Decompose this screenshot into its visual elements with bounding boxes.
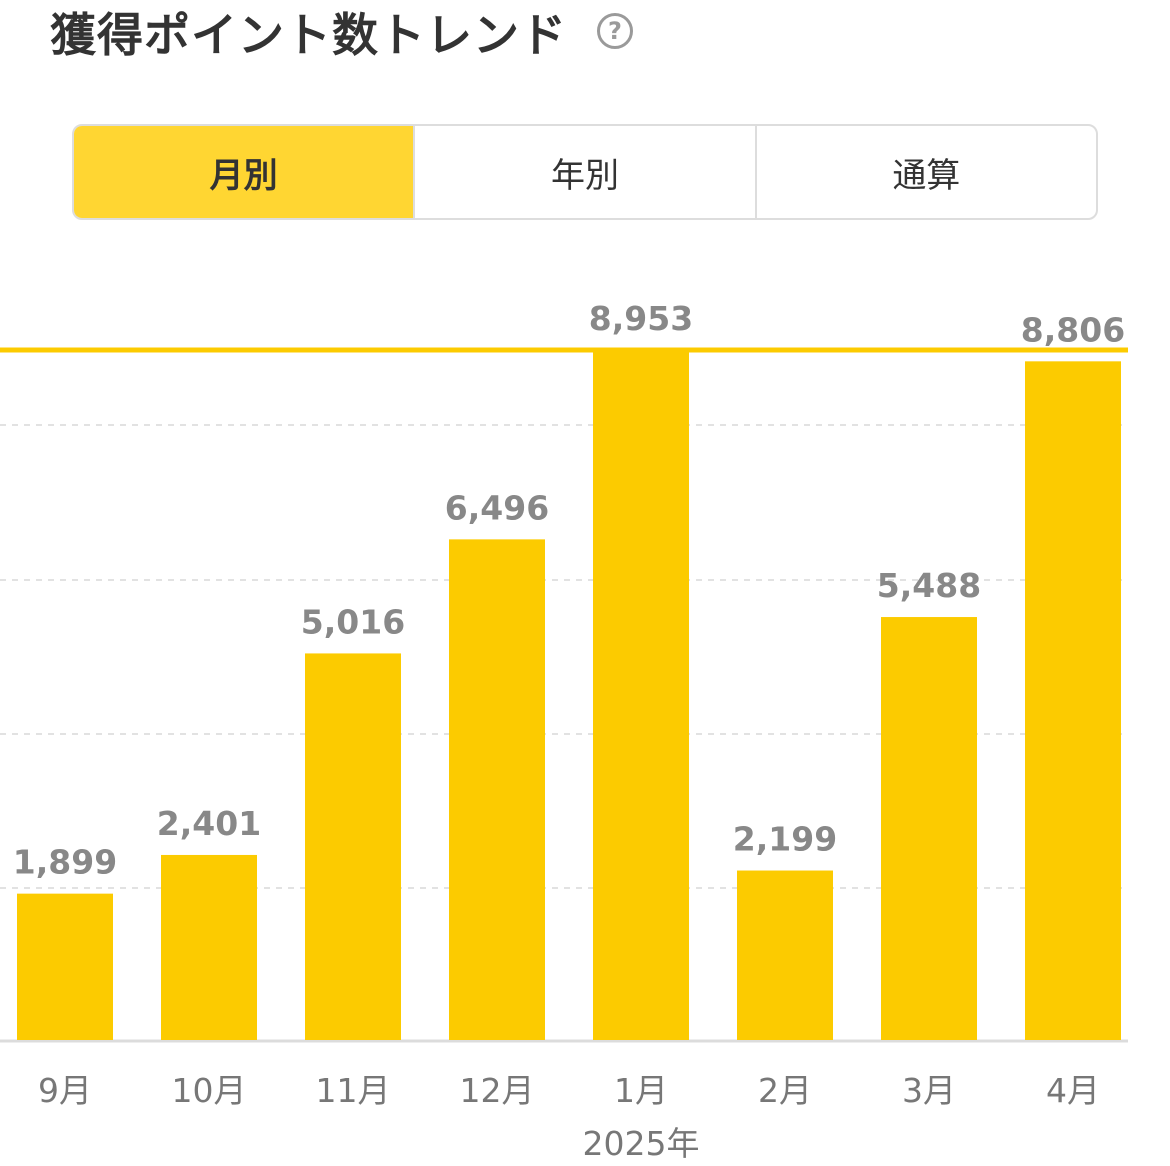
x-tick-label: 4月 (1046, 1071, 1100, 1110)
bar (305, 653, 401, 1040)
tab-total[interactable]: 通算 (754, 126, 1096, 218)
bar-value-label: 6,496 (445, 488, 549, 527)
bar (593, 350, 689, 1040)
period-tabs: 月別 年別 通算 (72, 124, 1098, 220)
x-tick-label: 9月 (38, 1071, 92, 1110)
tab-yearly[interactable]: 年別 (413, 126, 754, 218)
bar-value-label: 5,488 (877, 566, 981, 605)
x-tick-label: 12月 (460, 1071, 535, 1110)
tab-monthly[interactable]: 月別 (74, 126, 414, 218)
bar (449, 539, 545, 1040)
bar (1025, 361, 1121, 1040)
x-tick-label: 2月 (758, 1071, 812, 1110)
year-label: 2025年 (583, 1124, 700, 1163)
points-bar-chart: 1,899 9月 2,401 10月 5,016 11月 6,496 12月 8,953 1月 2,… (0, 299, 1128, 1163)
bar-value-label: 8,806 (1021, 310, 1125, 349)
bar-value-label: 5,016 (301, 602, 405, 641)
x-tick-label: 11月 (316, 1071, 391, 1110)
bar-value-label: 1,899 (13, 843, 117, 882)
bar-value-label: 2,401 (157, 804, 261, 843)
bar (737, 870, 833, 1040)
page-title: 獲得ポイント数トレンド (50, 8, 567, 62)
bar-value-label: 8,953 (589, 299, 693, 338)
x-tick-label: 10月 (172, 1071, 247, 1110)
x-tick-label: 1月 (614, 1071, 668, 1110)
help-icon[interactable]: ? (597, 13, 633, 49)
bar (881, 617, 977, 1040)
bar-value-label: 2,199 (733, 820, 837, 859)
bar (17, 893, 113, 1040)
x-tick-label: 3月 (902, 1071, 956, 1110)
help-icon-glyph: ? (608, 17, 622, 45)
bar (161, 854, 257, 1040)
